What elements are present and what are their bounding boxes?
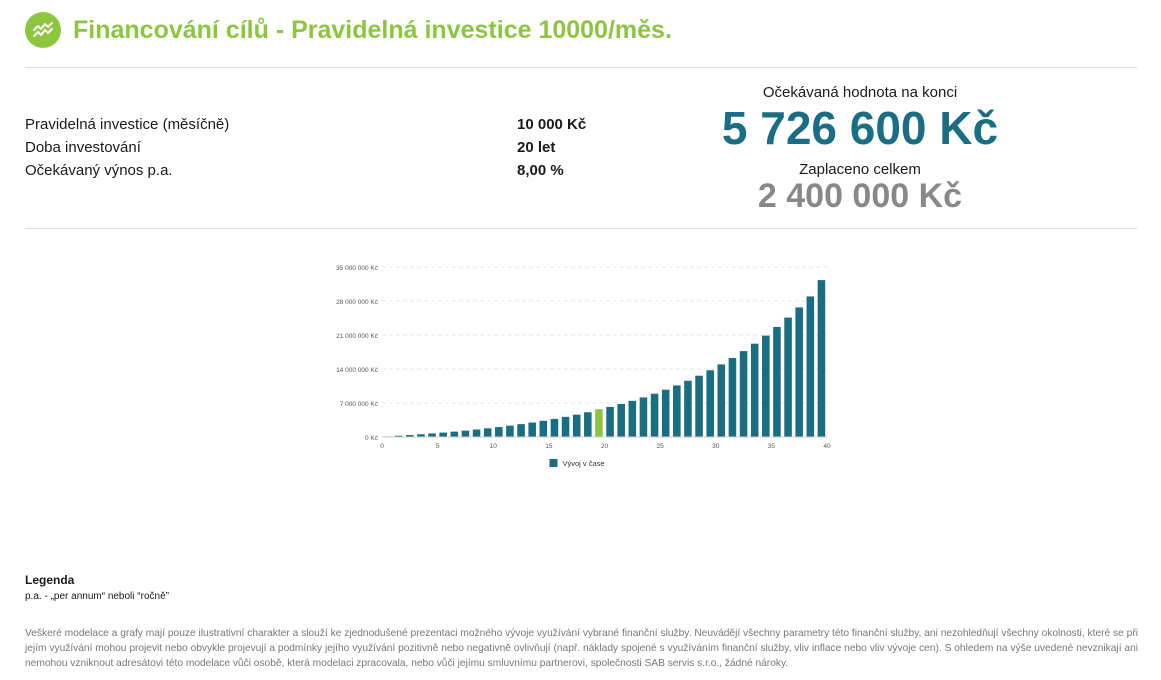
page-title: Financování cílů - Pravidelná investice … (73, 15, 672, 44)
expected-value-amount: 5 726 600 Kč (721, 102, 999, 154)
bar (406, 435, 414, 437)
bar (628, 400, 637, 437)
bar (784, 317, 792, 437)
summary-paid-amount: 2 400 000 Kč (700, 177, 1020, 216)
bar (417, 434, 425, 437)
y-tick-label: 28 000 000 Kč (336, 299, 379, 306)
bar-highlighted (595, 409, 603, 437)
param-label: Očekávaný výnos p.a. (25, 162, 173, 179)
param-row-expected-return: Očekávaný výnos p.a. 8,00 % (25, 162, 605, 185)
bar (661, 389, 670, 437)
x-tick-label: 40 (823, 443, 831, 450)
bar (817, 280, 826, 437)
bar (439, 432, 447, 437)
bar (394, 435, 403, 437)
expected-value-label: Očekávaná hodnota na konci (762, 84, 958, 101)
bar (728, 358, 737, 437)
summary-expected-amount: 5 726 600 Kč (700, 101, 1020, 155)
legend-text: p.a. - „per annum“ neboli “ročně” (25, 591, 169, 602)
param-value: 20 let (517, 139, 556, 156)
param-label: Pravidelná investice (měsíčně) (25, 116, 230, 133)
y-tick-label: 21 000 000 Kč (336, 333, 379, 340)
summary-paid: Zaplaceno celkem (700, 161, 1020, 178)
bar (739, 351, 748, 437)
param-row-monthly-investment: Pravidelná investice (měsíčně) 10 000 Kč (25, 116, 605, 139)
x-tick-label: 30 (712, 443, 720, 450)
bar (517, 424, 525, 437)
legend-swatch (549, 459, 558, 467)
bar (684, 380, 692, 437)
bar (750, 343, 759, 437)
bar (773, 326, 781, 437)
bar (606, 406, 614, 437)
legend-title: Legenda (25, 573, 75, 587)
bar (472, 429, 481, 437)
parameters-list: Pravidelná investice (měsíčně) 10 000 Kč… (25, 116, 605, 185)
summary-divider (25, 228, 1138, 229)
y-tick-label: 0 Kč (365, 435, 379, 442)
x-tick-label: 0 (380, 443, 384, 450)
bar (795, 307, 803, 437)
x-tick-label: 20 (601, 443, 609, 450)
x-tick-label: 10 (490, 443, 498, 450)
x-tick-label: 35 (768, 443, 776, 450)
bar (450, 431, 459, 437)
disclaimer-text: Veškeré modelace a grafy mají pouze ilus… (25, 628, 1138, 669)
bar (528, 422, 536, 437)
bar (495, 427, 503, 437)
bar (572, 414, 581, 437)
bar (706, 370, 714, 437)
bar (584, 412, 592, 437)
x-tick-label: 15 (545, 443, 553, 450)
growth-chart-icon (25, 12, 61, 48)
bar (695, 375, 703, 437)
bar (673, 385, 681, 437)
bar (617, 404, 625, 437)
growth-chart-icon-glyph (33, 22, 53, 37)
param-value: 8,00 % (517, 162, 564, 179)
x-tick-label: 5 (436, 443, 440, 450)
y-tick-label: 7 000 000 Kč (340, 401, 379, 408)
bar (550, 418, 559, 437)
y-tick-label: 35 000 000 Kč (336, 265, 379, 272)
bar (483, 428, 492, 437)
investment-growth-chart: 0 Kč 7 000 000 Kč 14 000 000 Kč 21 000 000 … (336, 265, 831, 468)
bar (762, 335, 770, 437)
bar (561, 416, 570, 437)
summary-expected: Očekávaná hodnota na konci (700, 84, 1020, 101)
page-header: Financování cílů - Pravidelná investice … (25, 12, 672, 48)
paid-total-label: Zaplaceno celkem (799, 161, 921, 178)
paid-total-amount: 2 400 000 Kč (757, 177, 963, 215)
param-row-duration: Doba investování 20 let (25, 139, 605, 162)
bar (639, 397, 648, 437)
param-label: Doba investování (25, 139, 141, 156)
bar (461, 430, 470, 437)
bar (539, 420, 548, 437)
bar (650, 393, 659, 437)
x-tick-label: 25 (657, 443, 665, 450)
bar (428, 433, 436, 437)
bar (506, 425, 514, 437)
header-divider (25, 67, 1138, 68)
bar (717, 364, 726, 437)
legend-series-label: Vývoj v čase (563, 459, 605, 468)
bar (806, 296, 815, 437)
param-value: 10 000 Kč (517, 116, 587, 133)
y-tick-label: 14 000 000 Kč (336, 367, 379, 374)
